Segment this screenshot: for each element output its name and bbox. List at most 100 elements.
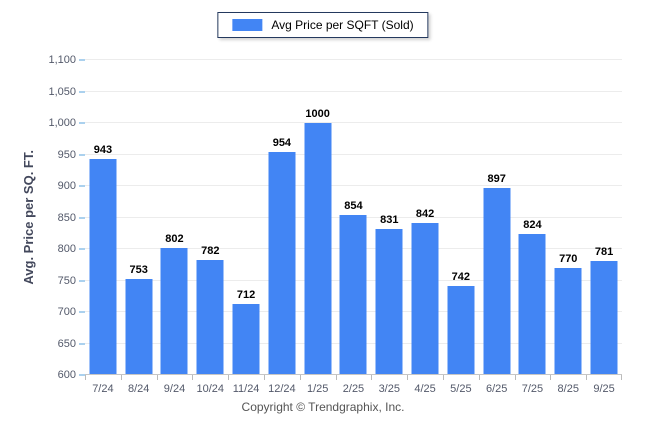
x-tick-mark <box>371 375 373 380</box>
plot-area: 943 7/24 753 8/24 802 9/24 782 10/24 712 11/24 954… <box>48 54 622 395</box>
x-tick-label: 6/25 <box>485 383 508 395</box>
x-tick-label: 5/25 <box>450 383 472 395</box>
y-tick-label: 950 <box>57 148 76 161</box>
x-tick-label: 7/24 <box>92 383 114 395</box>
bar <box>232 304 260 375</box>
bar-slot: 712 11/24 <box>228 60 264 395</box>
x-tick-label: 8/25 <box>557 383 579 395</box>
y-tick-label: 1,050 <box>48 85 76 98</box>
bar-slot: 770 8/25 <box>550 60 586 395</box>
y-tick-mark <box>79 185 85 187</box>
y-tick-mark <box>79 153 85 156</box>
x-tick-mark <box>442 375 444 380</box>
bar-slot: 753 8/24 <box>120 60 157 395</box>
y-tick-label: 700 <box>57 306 76 318</box>
bar <box>590 260 618 375</box>
x-tick-label: 7/25 <box>521 383 544 395</box>
x-tick-mark <box>620 375 622 380</box>
bar-value-label: 802 <box>165 232 184 245</box>
x-tick-label: 12/24 <box>268 383 296 395</box>
bar-slot: 854 2/25 <box>335 60 372 395</box>
y-tick-label: 600 <box>57 369 76 381</box>
bar-value-label: 770 <box>559 252 578 265</box>
x-tick-mark <box>514 375 516 380</box>
bar <box>554 267 582 375</box>
bar-slot: 831 3/25 <box>371 60 407 395</box>
y-tick-mark <box>79 59 85 61</box>
bar-value-label: 831 <box>380 214 399 227</box>
bar-value-label: 781 <box>594 245 614 258</box>
bar-slot: 897 6/25 <box>478 60 515 395</box>
chart-legend: Avg Price per SQFT (Sold) <box>217 12 429 38</box>
x-tick-mark <box>586 375 588 380</box>
x-tick-mark <box>299 375 301 380</box>
bar <box>89 158 117 375</box>
bar-slot: 742 5/25 <box>442 60 479 395</box>
gridline <box>85 90 622 92</box>
y-tick-mark <box>79 342 85 345</box>
x-tick-label: 9/24 <box>163 383 186 395</box>
bar-value-label: 753 <box>129 263 148 276</box>
bar <box>483 187 511 375</box>
gridline <box>85 59 622 60</box>
bar <box>375 229 403 375</box>
x-tick-mark <box>478 375 480 380</box>
bar-value-label: 854 <box>344 199 363 212</box>
bar-slot: 842 4/25 <box>407 60 443 395</box>
gridline <box>85 185 622 186</box>
x-tick-label: 4/25 <box>414 383 436 395</box>
y-tick-label: 850 <box>57 211 76 224</box>
bar-value-label: 1000 <box>305 108 330 120</box>
bar <box>411 222 439 375</box>
copyright-text: Copyright © Trendgraphix, Inc. <box>241 400 405 414</box>
x-tick-label: 10/24 <box>196 383 225 395</box>
x-tick-mark <box>263 375 265 380</box>
x-tick-label: 1/25 <box>306 383 329 395</box>
bar-value-label: 943 <box>93 143 113 156</box>
x-tick-label: 9/25 <box>593 383 615 395</box>
bar <box>304 123 332 375</box>
x-tick-mark <box>85 375 86 380</box>
y-tick-mark <box>79 279 85 282</box>
x-tick-mark <box>335 375 337 380</box>
bar <box>196 260 224 375</box>
bar <box>339 214 367 375</box>
bar <box>268 151 296 375</box>
x-tick-mark <box>192 375 194 380</box>
y-tick-mark <box>79 374 85 376</box>
legend-swatch-icon <box>232 19 263 31</box>
y-tick-mark <box>79 311 85 313</box>
y-tick-label: 1,100 <box>48 54 76 66</box>
legend-label: Avg Price per SQFT (Sold) <box>271 18 414 32</box>
bar-slot: 782 10/24 <box>192 60 228 395</box>
bar-value-label: 954 <box>272 136 292 149</box>
bar-value-label: 824 <box>523 218 542 231</box>
gridline <box>85 122 622 123</box>
bars-container: 943 7/24 753 8/24 802 9/24 782 10/24 712 11/24 954… <box>85 60 622 395</box>
y-tick-label: 900 <box>57 180 76 192</box>
bar-slot: 781 9/25 <box>586 60 622 395</box>
x-tick-mark <box>407 375 409 380</box>
x-tick-mark <box>228 375 230 380</box>
x-tick-label: 2/25 <box>342 383 365 395</box>
x-tick-label: 8/24 <box>127 383 150 395</box>
bar <box>160 247 188 375</box>
y-tick-mark <box>79 122 85 124</box>
bar-value-label: 897 <box>487 172 506 185</box>
bar-slot: 943 7/24 <box>85 60 121 395</box>
y-tick-label: 650 <box>57 337 76 350</box>
x-tick-mark <box>120 375 122 380</box>
y-tick-mark <box>79 248 85 250</box>
bar-slot: 1000 1/25 <box>299 60 336 395</box>
bar <box>125 278 153 375</box>
x-tick-label: 3/25 <box>378 383 400 395</box>
bar-slot: 954 12/24 <box>263 60 300 395</box>
bar <box>447 285 475 375</box>
bar <box>518 233 546 375</box>
y-tick-mark <box>79 90 85 93</box>
y-tick-label: 800 <box>57 243 76 255</box>
y-tick-mark <box>79 216 85 219</box>
bar-value-label: 742 <box>451 270 471 283</box>
y-tick-label: 750 <box>57 274 76 287</box>
